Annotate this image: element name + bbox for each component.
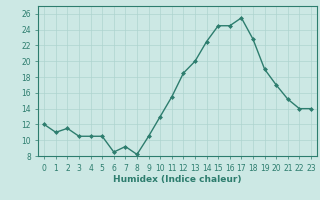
- X-axis label: Humidex (Indice chaleur): Humidex (Indice chaleur): [113, 175, 242, 184]
